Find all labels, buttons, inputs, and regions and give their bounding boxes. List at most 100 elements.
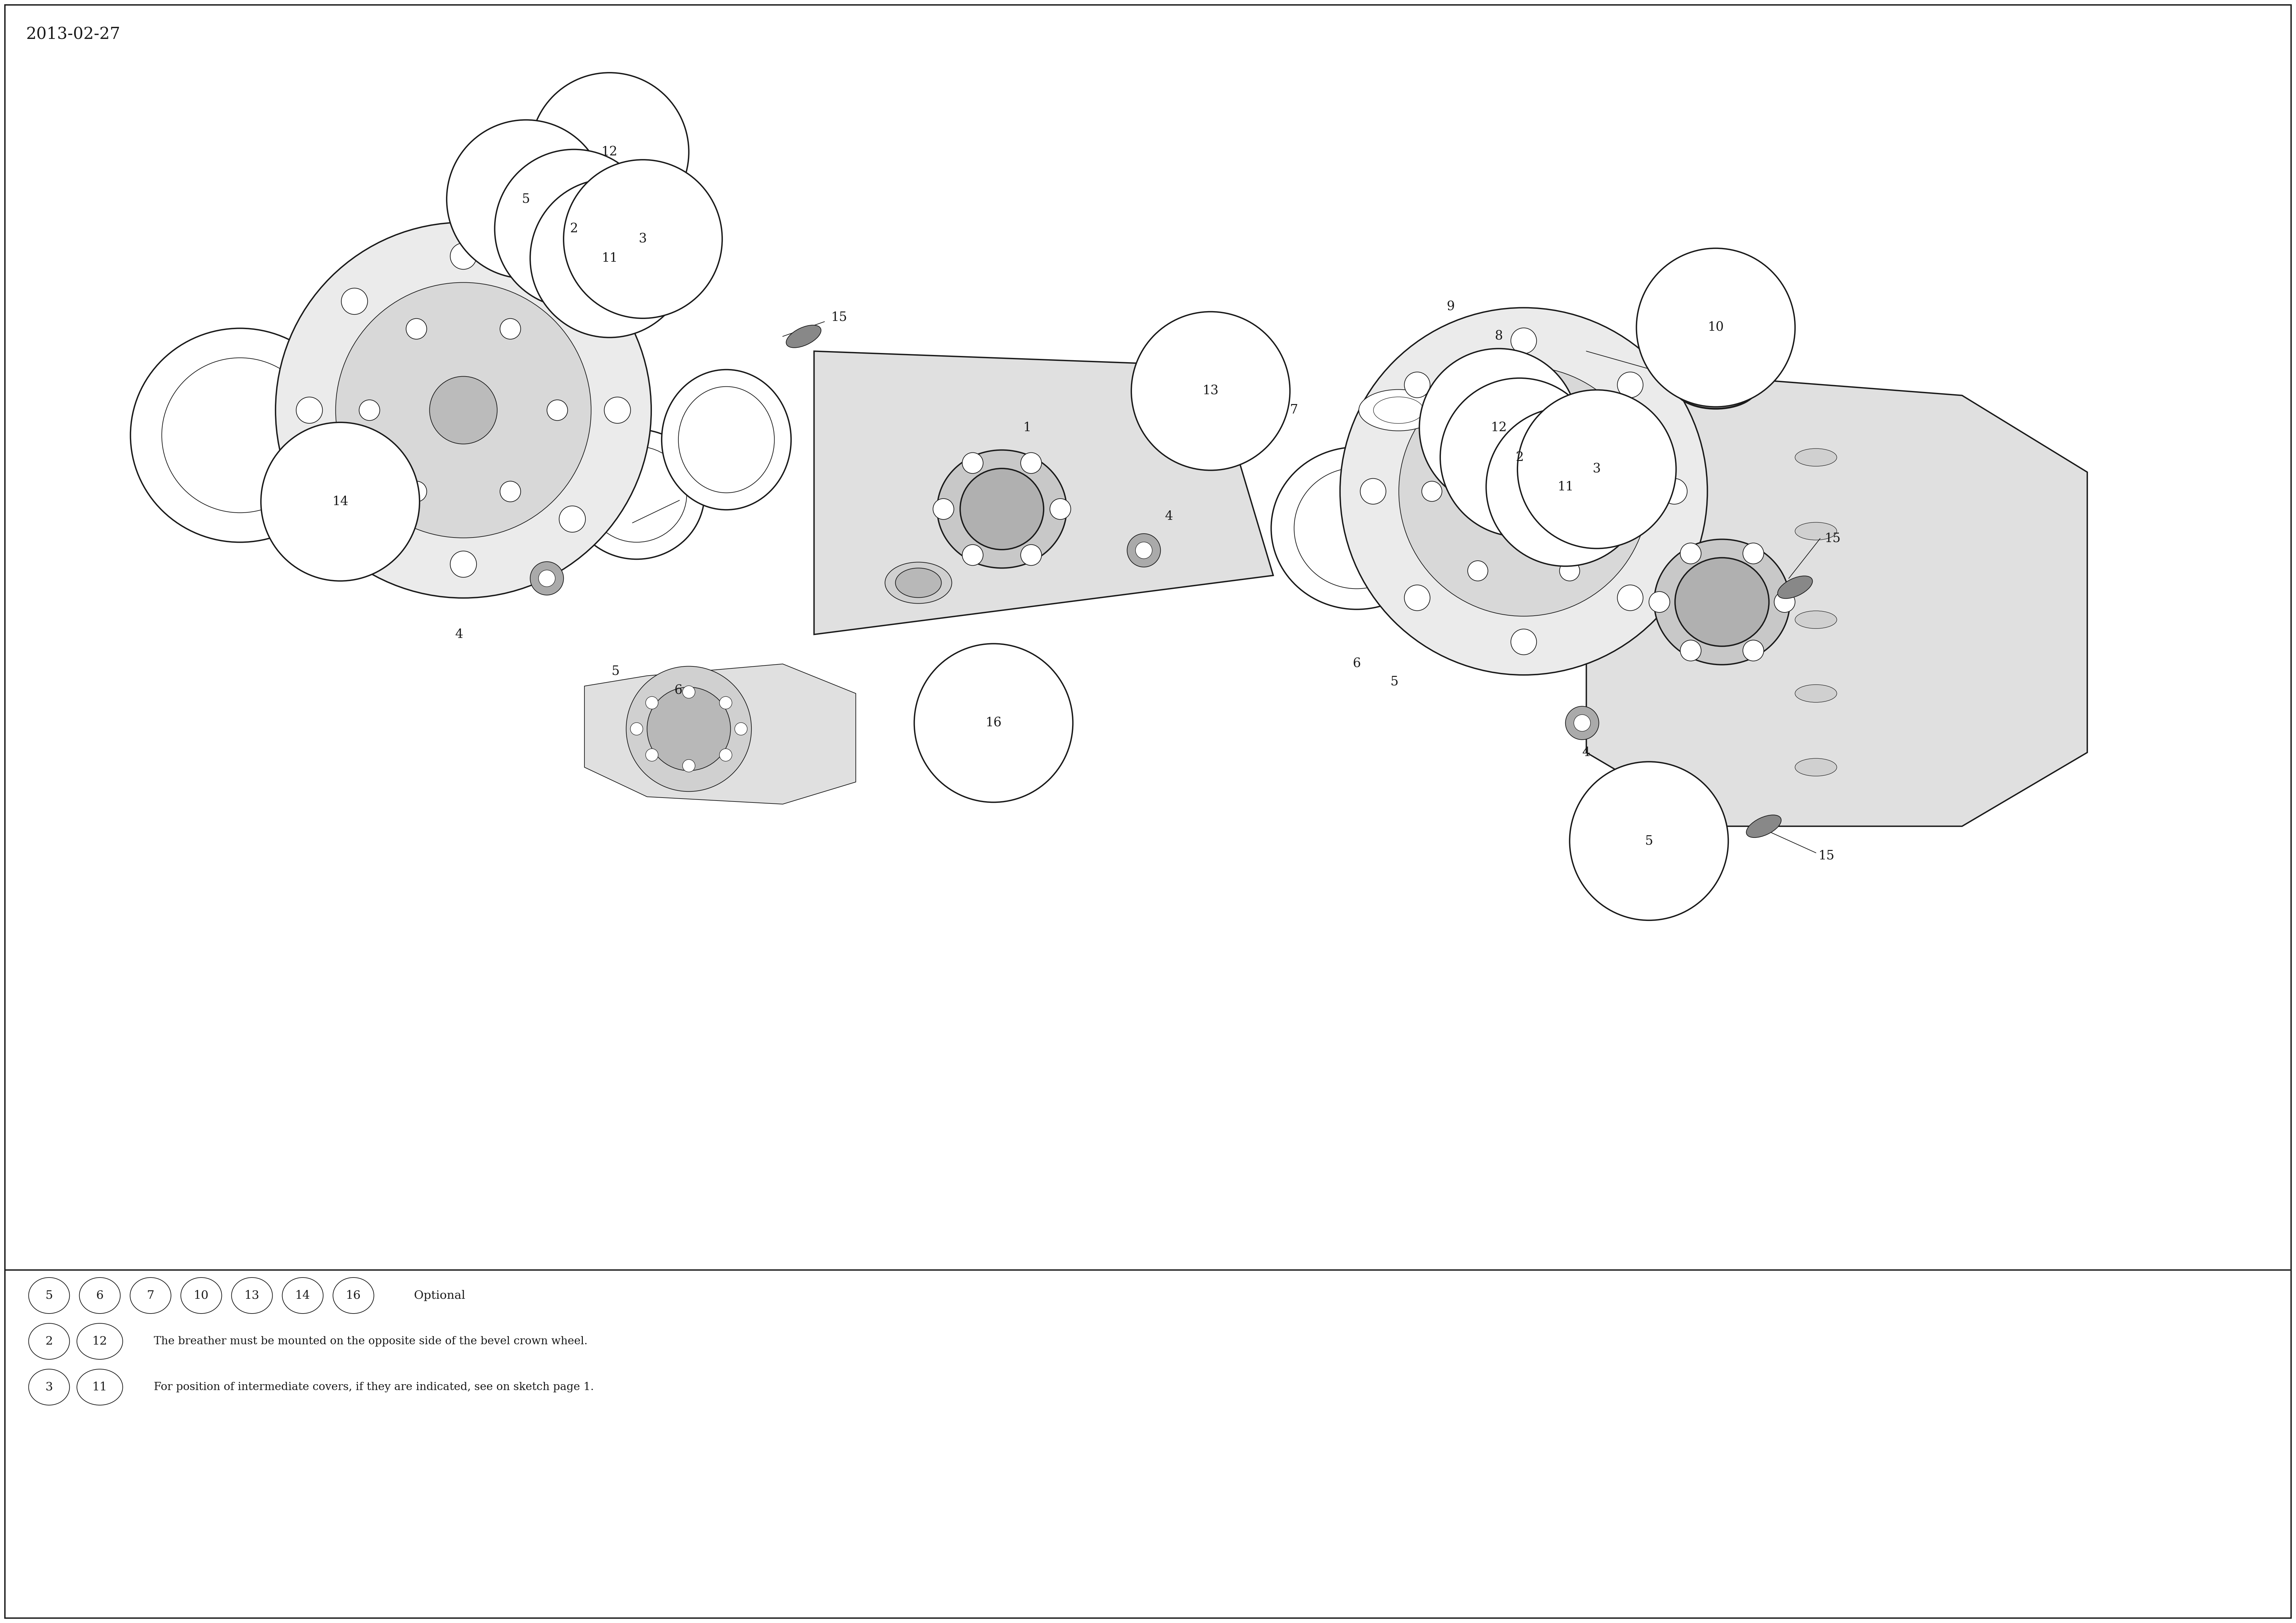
Ellipse shape bbox=[895, 568, 941, 597]
Text: 16: 16 bbox=[347, 1290, 360, 1302]
Circle shape bbox=[1359, 479, 1387, 505]
Text: 15: 15 bbox=[831, 312, 847, 323]
Text: Optional: Optional bbox=[413, 1290, 466, 1302]
Ellipse shape bbox=[1777, 576, 1812, 599]
Circle shape bbox=[342, 289, 367, 315]
Circle shape bbox=[530, 179, 689, 338]
Circle shape bbox=[647, 687, 730, 771]
Circle shape bbox=[1405, 584, 1430, 610]
Circle shape bbox=[1127, 534, 1159, 566]
Circle shape bbox=[1467, 403, 1488, 422]
Ellipse shape bbox=[937, 450, 1068, 568]
Circle shape bbox=[276, 222, 652, 597]
Text: 5: 5 bbox=[1644, 834, 1653, 847]
Text: 3: 3 bbox=[46, 1381, 53, 1393]
Text: 6: 6 bbox=[1352, 657, 1362, 670]
Text: 6: 6 bbox=[675, 685, 682, 696]
Ellipse shape bbox=[131, 1277, 170, 1313]
Text: 4: 4 bbox=[1164, 510, 1173, 523]
Circle shape bbox=[1605, 482, 1626, 502]
Circle shape bbox=[448, 120, 606, 279]
Circle shape bbox=[1518, 390, 1676, 549]
Text: 10: 10 bbox=[193, 1290, 209, 1302]
Circle shape bbox=[1421, 482, 1442, 502]
Text: 2: 2 bbox=[46, 1336, 53, 1347]
Ellipse shape bbox=[884, 562, 953, 604]
Ellipse shape bbox=[1688, 372, 1745, 401]
Circle shape bbox=[1486, 407, 1644, 566]
Ellipse shape bbox=[76, 1323, 122, 1360]
Text: 13: 13 bbox=[243, 1290, 259, 1302]
Circle shape bbox=[1341, 308, 1708, 675]
Circle shape bbox=[1743, 544, 1763, 563]
Ellipse shape bbox=[181, 1277, 223, 1313]
Text: 7: 7 bbox=[147, 1290, 154, 1302]
Ellipse shape bbox=[131, 328, 349, 542]
Text: 2: 2 bbox=[569, 222, 579, 235]
Polygon shape bbox=[815, 351, 1274, 635]
Ellipse shape bbox=[1474, 364, 1499, 404]
Text: 3: 3 bbox=[1593, 463, 1600, 476]
Text: 13: 13 bbox=[1203, 385, 1219, 398]
Ellipse shape bbox=[960, 469, 1045, 550]
Circle shape bbox=[1573, 714, 1591, 732]
Circle shape bbox=[645, 696, 659, 709]
Circle shape bbox=[1743, 639, 1763, 661]
Text: For position of intermediate covers, if they are indicated, see on sketch page 1: For position of intermediate covers, if … bbox=[154, 1381, 595, 1393]
Circle shape bbox=[530, 73, 689, 230]
Ellipse shape bbox=[161, 357, 319, 513]
Circle shape bbox=[682, 687, 696, 698]
Circle shape bbox=[932, 498, 953, 519]
Text: 8: 8 bbox=[1495, 331, 1502, 342]
Circle shape bbox=[335, 282, 590, 537]
Circle shape bbox=[540, 570, 556, 588]
Text: 9: 9 bbox=[1446, 300, 1456, 313]
Circle shape bbox=[358, 399, 379, 420]
Text: 1: 1 bbox=[1024, 422, 1031, 433]
Circle shape bbox=[1649, 591, 1669, 612]
Circle shape bbox=[406, 318, 427, 339]
Text: 3: 3 bbox=[638, 234, 647, 245]
Circle shape bbox=[1467, 560, 1488, 581]
Ellipse shape bbox=[80, 1277, 119, 1313]
Circle shape bbox=[1559, 560, 1580, 581]
Circle shape bbox=[962, 545, 983, 565]
Text: 16: 16 bbox=[985, 717, 1001, 729]
Circle shape bbox=[645, 748, 659, 761]
Ellipse shape bbox=[282, 1277, 324, 1313]
Circle shape bbox=[1022, 453, 1042, 474]
Ellipse shape bbox=[76, 1370, 122, 1406]
Ellipse shape bbox=[1795, 448, 1837, 466]
Circle shape bbox=[262, 422, 420, 581]
Ellipse shape bbox=[333, 1277, 374, 1313]
Ellipse shape bbox=[1795, 610, 1837, 628]
Circle shape bbox=[1511, 630, 1536, 654]
Text: 2013-02-27: 2013-02-27 bbox=[25, 26, 119, 42]
Ellipse shape bbox=[1676, 558, 1768, 646]
Circle shape bbox=[1559, 403, 1580, 422]
Circle shape bbox=[1616, 372, 1644, 398]
Circle shape bbox=[560, 289, 585, 315]
Ellipse shape bbox=[785, 325, 822, 347]
Circle shape bbox=[962, 453, 983, 474]
Circle shape bbox=[501, 318, 521, 339]
Text: 12: 12 bbox=[92, 1336, 108, 1347]
Ellipse shape bbox=[1295, 467, 1419, 589]
Text: 11: 11 bbox=[1557, 480, 1573, 493]
Ellipse shape bbox=[1795, 685, 1837, 703]
Circle shape bbox=[546, 399, 567, 420]
Circle shape bbox=[627, 667, 751, 792]
Text: 4: 4 bbox=[1582, 747, 1591, 758]
Circle shape bbox=[914, 644, 1072, 802]
Text: 5: 5 bbox=[521, 193, 530, 204]
Text: 10: 10 bbox=[1708, 321, 1724, 334]
Circle shape bbox=[1440, 378, 1598, 537]
Circle shape bbox=[631, 722, 643, 735]
Circle shape bbox=[1022, 545, 1042, 565]
Ellipse shape bbox=[1371, 463, 1481, 578]
Circle shape bbox=[429, 377, 498, 445]
Text: 5: 5 bbox=[46, 1290, 53, 1302]
Ellipse shape bbox=[1795, 523, 1837, 540]
Ellipse shape bbox=[1653, 539, 1791, 665]
Circle shape bbox=[1490, 458, 1557, 524]
